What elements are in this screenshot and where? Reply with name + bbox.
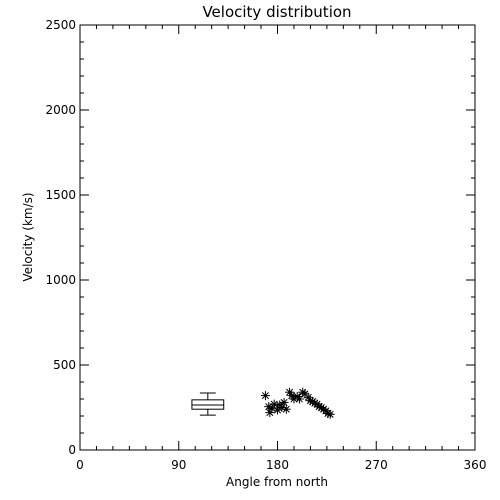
x-tick-label: 180: [266, 458, 289, 472]
x-axis-label: Angle from north: [226, 475, 328, 489]
scatter-points: [260, 387, 335, 419]
x-tick-label: 360: [464, 458, 487, 472]
x-tick-label: 270: [365, 458, 388, 472]
y-axis-label: Velocity (km/s): [21, 192, 35, 281]
axis-ticks: [79, 24, 476, 451]
scatter-point: [281, 404, 291, 414]
y-tick-label: 1500: [45, 188, 76, 202]
y-tick-label: 1000: [45, 273, 76, 287]
y-tick-label: 2500: [45, 18, 76, 32]
plot-frame: [79, 24, 476, 451]
scatter-point: [265, 408, 275, 418]
y-tick-label: 2000: [45, 103, 76, 117]
boxplot: [191, 392, 225, 416]
y-tick-label: 500: [53, 358, 76, 372]
scatter-point: [279, 397, 289, 407]
chart-title: Velocity distribution: [202, 3, 351, 21]
y-tick-label: 0: [68, 443, 76, 457]
x-tick-label: 0: [76, 458, 84, 472]
scatter-point: [260, 391, 270, 401]
scatter-point: [325, 409, 335, 419]
axis-tick-labels: 0 90 180 270 360 0 500 1000 1500 2000 2500: [45, 18, 486, 472]
x-tick-label: 90: [171, 458, 186, 472]
